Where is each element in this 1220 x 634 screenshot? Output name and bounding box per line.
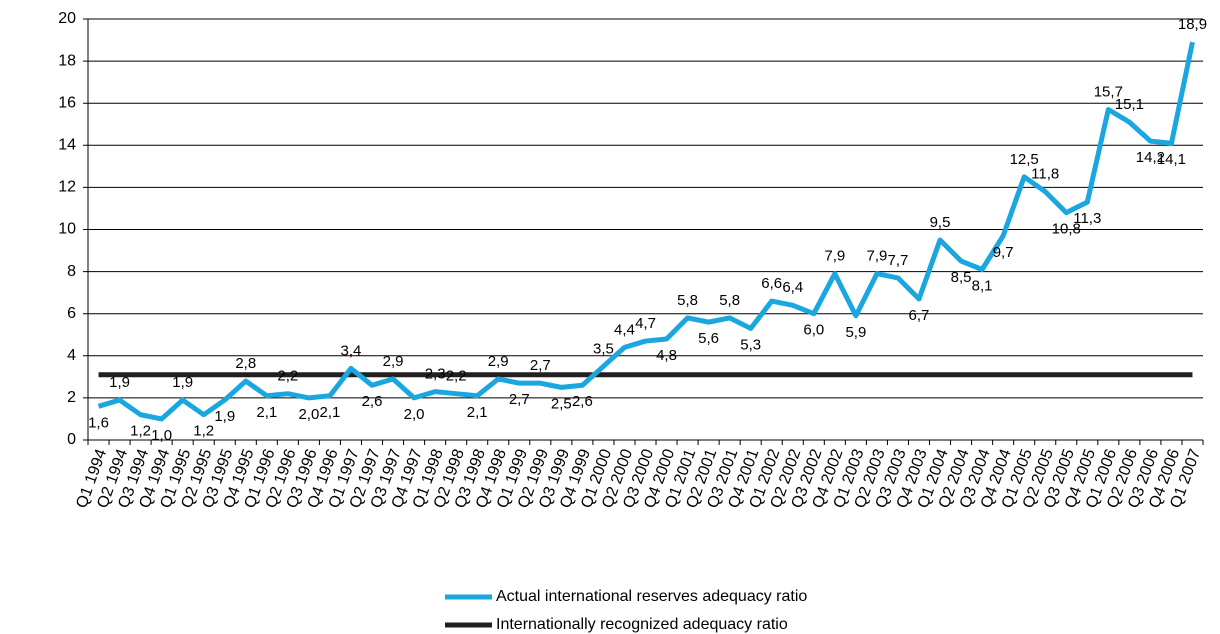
data-label: 6,0 bbox=[803, 322, 824, 339]
data-label: 7,9 bbox=[866, 248, 887, 265]
data-label: 2,9 bbox=[383, 353, 404, 370]
data-label: 2,3 bbox=[425, 366, 446, 383]
y-tick-label: 2 bbox=[67, 389, 76, 406]
data-label: 5,9 bbox=[845, 324, 866, 341]
data-label: 1,2 bbox=[130, 423, 151, 440]
data-label: 2,2 bbox=[446, 368, 467, 385]
data-label: 12,5 bbox=[1010, 151, 1039, 168]
data-label: 8,1 bbox=[972, 277, 993, 294]
data-label: 14,1 bbox=[1157, 151, 1186, 168]
data-label: 2,0 bbox=[298, 406, 319, 423]
data-label: 2,1 bbox=[320, 404, 341, 421]
data-label: 11,8 bbox=[1031, 166, 1059, 183]
data-label: 2,7 bbox=[530, 357, 551, 374]
data-label: 6,6 bbox=[761, 275, 782, 292]
data-label: 15,1 bbox=[1115, 96, 1144, 113]
data-label: 5,8 bbox=[719, 292, 740, 309]
y-tick-label: 4 bbox=[67, 347, 76, 364]
data-label: 7,7 bbox=[888, 252, 909, 269]
data-label: 8,5 bbox=[951, 269, 972, 286]
data-label: 2,9 bbox=[488, 353, 509, 370]
y-tick-label: 18 bbox=[58, 52, 76, 69]
data-label: 2,1 bbox=[467, 404, 488, 421]
y-tick-label: 12 bbox=[58, 179, 76, 196]
y-tick-label: 16 bbox=[58, 94, 76, 111]
y-tick-label: 8 bbox=[67, 263, 76, 280]
y-tick-label: 10 bbox=[58, 221, 76, 238]
data-label: 11,3 bbox=[1073, 210, 1101, 227]
data-label: 1,9 bbox=[109, 374, 130, 391]
data-label: 5,3 bbox=[740, 336, 761, 353]
legend-label: Internationally recognized adequacy rati… bbox=[496, 616, 788, 633]
data-label: 2,7 bbox=[509, 391, 530, 408]
data-label: 5,8 bbox=[677, 292, 698, 309]
data-label: 10,8 bbox=[1052, 221, 1081, 238]
y-axis-label: months of impo bbox=[11, 170, 28, 279]
data-label: 2,8 bbox=[235, 355, 256, 372]
data-label: 1,9 bbox=[172, 374, 193, 391]
data-label: 2,5 bbox=[551, 395, 572, 412]
data-label: 15,7 bbox=[1094, 83, 1123, 100]
y-tick-label: 0 bbox=[67, 431, 76, 448]
data-label: 6,4 bbox=[782, 279, 803, 296]
data-label: 1,0 bbox=[151, 427, 172, 444]
data-label: 3,5 bbox=[593, 340, 614, 357]
data-label: 4,7 bbox=[635, 315, 656, 332]
y-tick-label: 14 bbox=[58, 137, 76, 154]
data-label: 1,6 bbox=[88, 414, 109, 431]
y-tick-label: 6 bbox=[67, 305, 76, 322]
data-label: 3,4 bbox=[341, 342, 362, 359]
y-tick-label: 20 bbox=[58, 10, 76, 27]
data-label: 2,6 bbox=[362, 393, 383, 410]
data-label: 2,2 bbox=[277, 368, 298, 385]
data-label: 18,9 bbox=[1178, 16, 1207, 33]
series-line bbox=[97, 41, 1195, 422]
data-label: 6,7 bbox=[909, 307, 930, 324]
data-label: 4,4 bbox=[614, 321, 635, 338]
legend-label: Actual international reserves adequacy r… bbox=[496, 588, 807, 605]
data-label: 2,1 bbox=[256, 404, 277, 421]
data-label: 9,5 bbox=[930, 214, 951, 231]
data-label: 4,8 bbox=[656, 347, 677, 364]
data-label: 1,2 bbox=[193, 423, 214, 440]
data-label: 9,7 bbox=[993, 244, 1014, 261]
data-label: 2,6 bbox=[572, 393, 593, 410]
data-label: 14,2 bbox=[1136, 149, 1165, 166]
data-label: 1,9 bbox=[214, 408, 235, 425]
data-label: 5,6 bbox=[698, 330, 719, 347]
data-label: 7,9 bbox=[824, 248, 845, 265]
data-label: 2,0 bbox=[404, 406, 425, 423]
